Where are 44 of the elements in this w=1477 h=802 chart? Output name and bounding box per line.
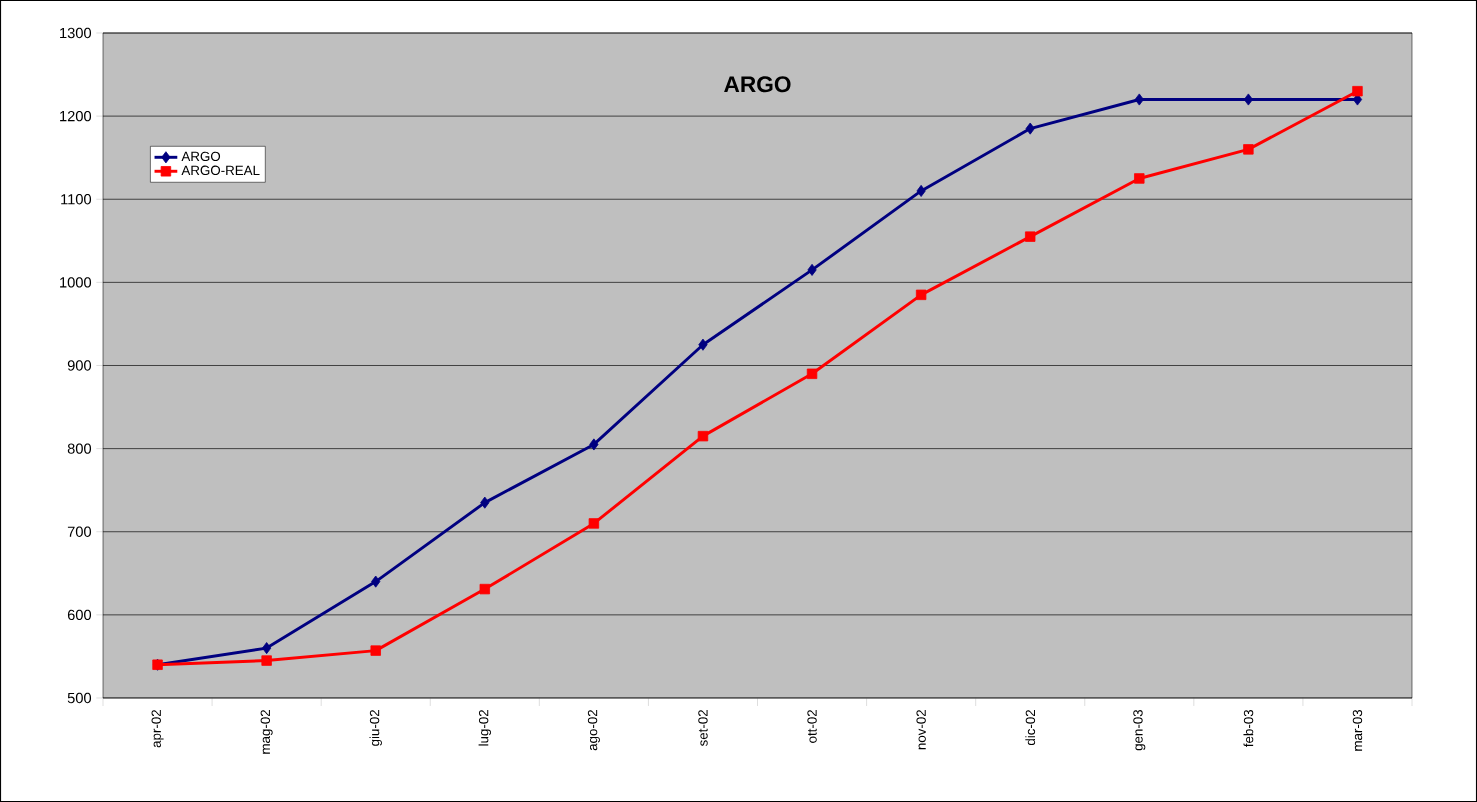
y-tick-label: 1300 — [60, 27, 92, 39]
point — [1243, 144, 1254, 155]
y-tick-label: 500 — [67, 692, 92, 704]
point — [370, 645, 381, 656]
legend-label: ARGO-REAL — [181, 165, 260, 176]
text: ARGO — [724, 76, 791, 93]
y-tick-label: 1200 — [60, 110, 92, 122]
x-tick-label: mar-03 — [1352, 709, 1363, 751]
x-tick-label: gen-03 — [1133, 709, 1146, 751]
point — [1134, 93, 1144, 106]
point — [1025, 231, 1036, 242]
point — [589, 438, 599, 451]
point — [1134, 173, 1145, 184]
x-tick-label: feb-03 — [1243, 709, 1254, 747]
point — [697, 430, 709, 442]
point — [1352, 85, 1363, 97]
x-tick-label: mag-02 — [260, 710, 273, 754]
point — [1025, 122, 1035, 135]
legend-label: ARGO — [181, 151, 221, 162]
x-tick-label: lug-02 — [478, 710, 492, 746]
point — [806, 368, 818, 379]
x-tick-label: apr-02 — [151, 710, 164, 748]
point — [698, 338, 708, 351]
y-tick-label: 1000 — [60, 277, 92, 288]
y-tick-label: 700 — [67, 526, 92, 537]
point — [480, 496, 490, 509]
point — [371, 575, 381, 588]
point — [915, 289, 927, 301]
point — [916, 184, 926, 197]
x-tick-label: dic-02 — [1025, 710, 1036, 746]
x-tick-label: ago-02 — [587, 710, 600, 751]
y-tick-label: 600 — [67, 609, 92, 621]
point — [479, 583, 490, 595]
y-tick-label: 900 — [67, 360, 92, 371]
y-tick-label: 800 — [67, 443, 92, 454]
point — [261, 655, 272, 666]
point — [588, 518, 600, 529]
x-tick-label: nov-02 — [916, 710, 926, 750]
x-tick-label: ott-02 — [807, 710, 817, 743]
x-tick-label: giu-02 — [369, 710, 382, 746]
y-tick-label: 1100 — [61, 194, 92, 205]
x-tick-label: set-02 — [698, 710, 708, 747]
point — [807, 263, 817, 276]
point — [262, 642, 272, 655]
